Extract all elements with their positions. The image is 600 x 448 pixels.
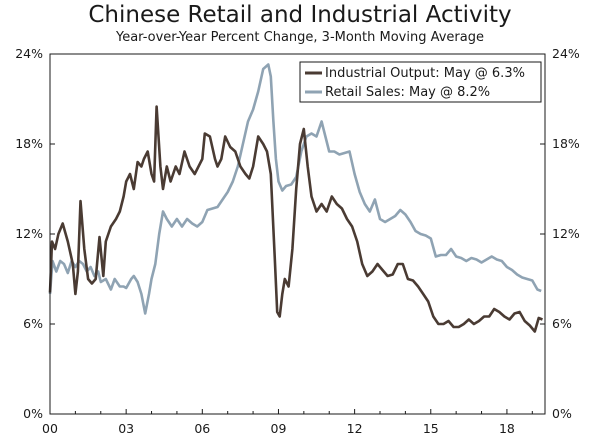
y-tick-label-right: 6% [552, 316, 572, 331]
x-tick-label: 03 [118, 421, 134, 436]
legend-label-industrial: Industrial Output: May @ 6.3% [325, 66, 525, 81]
y-tick-label-left: 6% [23, 316, 43, 331]
x-tick-label: 12 [347, 421, 363, 436]
x-tick-label: 06 [194, 421, 210, 436]
chart-subtitle: Year-over-Year Percent Change, 3-Month M… [116, 30, 484, 45]
x-tick-label: 18 [499, 421, 515, 436]
y-tick-label-right: 18% [552, 136, 580, 151]
y-tick-label-right: 12% [552, 226, 580, 241]
series-line-industrial-output [48, 105, 543, 333]
y-tick-label-right: 24% [552, 46, 580, 61]
x-tick-label: 09 [271, 421, 287, 436]
series-line-retail-sales [48, 63, 542, 315]
series-lines [48, 63, 543, 333]
legend-label-retail: Retail Sales: May @ 8.2% [325, 85, 490, 100]
x-tick-label: 15 [423, 421, 439, 436]
legend-box [299, 61, 542, 103]
y-tick-label-right: 0% [552, 406, 572, 421]
y-tick-label-left: 24% [15, 46, 43, 61]
y-tick-label-left: 18% [15, 136, 43, 151]
chart-title: Chinese Retail and Industrial Activity [88, 2, 512, 28]
axis-ticks: 0% 0% 6% 6% 12% 12% 18% 18% 24% 24% 00 03 06 09 12 15 18 [15, 46, 580, 436]
y-tick-label-left: 12% [15, 226, 43, 241]
plot-frame [49, 53, 546, 415]
x-tick-label: 00 [42, 421, 58, 436]
legend: Industrial Output: May @ 6.3% Retail Sal… [299, 61, 542, 103]
y-tick-label-left: 0% [23, 406, 43, 421]
